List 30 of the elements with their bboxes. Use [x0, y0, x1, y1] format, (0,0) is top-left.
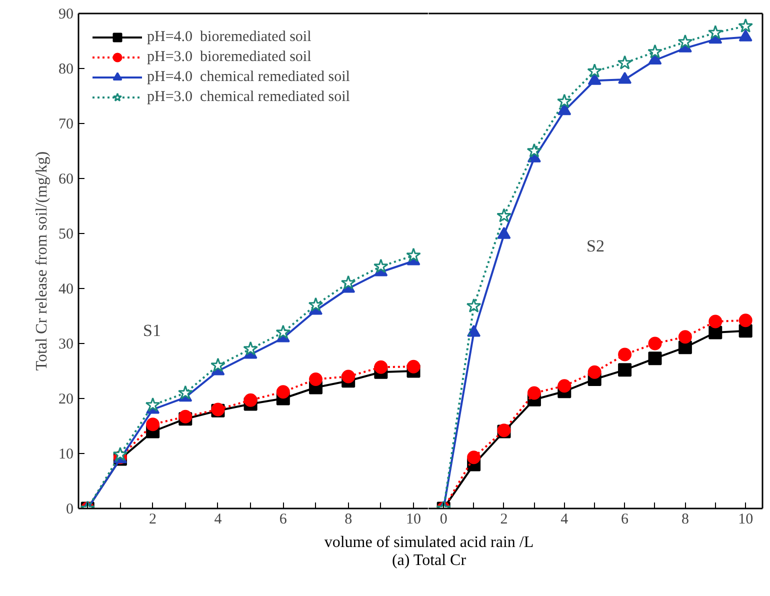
- y-tick-label: 20: [58, 392, 74, 408]
- x-tick-label: 4: [560, 512, 569, 528]
- x-tick-label: 0: [440, 512, 448, 528]
- x-tick-label: 10: [406, 512, 422, 528]
- legend-label: pH=4.0 bioremediated soil: [147, 28, 312, 46]
- y-tick-label: 70: [58, 116, 74, 132]
- x-tick-label: 2: [500, 512, 508, 528]
- y-tick-label: 60: [58, 172, 74, 188]
- y-tick-label: 10: [58, 446, 74, 462]
- y-tick-label: 90: [58, 6, 74, 22]
- x-tick-label: 8: [681, 512, 689, 528]
- y-axis-title: Total Cr release from soil/(mg/kg): [34, 151, 50, 371]
- x-tick-label: 6: [279, 512, 288, 528]
- legend-label: pH=3.0 bioremediated soil: [147, 48, 312, 66]
- y-tick-label: 80: [58, 62, 74, 78]
- x-axis-title: volume of simulated acid rain /L: [324, 534, 534, 551]
- text: (a) Total Cr: [392, 550, 466, 571]
- legend-label: pH=3.0 chemical remediated soil: [147, 88, 350, 106]
- y-tick-label: 40: [58, 282, 74, 298]
- x-tick-label: 10: [738, 512, 754, 528]
- y-tick-label: 0: [66, 502, 74, 518]
- annotation: S1: [143, 320, 161, 340]
- y-tick-label: 50: [58, 226, 74, 242]
- x-tick-label: 6: [621, 512, 630, 528]
- x-tick-label: 4: [214, 512, 222, 528]
- x-tick-label: 8: [344, 512, 352, 528]
- x-tick-label: 2: [149, 512, 157, 528]
- legend-label: pH=4.0 chemical remediated soil: [147, 68, 350, 86]
- annotation: S2: [586, 236, 604, 256]
- y-tick-label: 30: [58, 336, 74, 352]
